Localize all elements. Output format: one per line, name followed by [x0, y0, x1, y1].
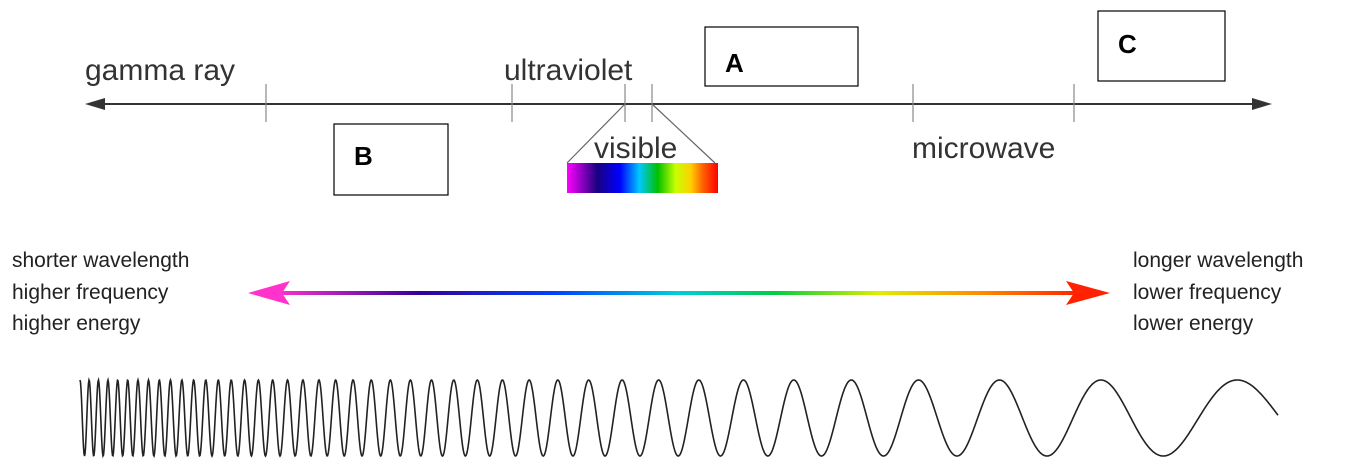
box-b-label: B: [354, 141, 373, 171]
box-a: [704, 26, 859, 87]
right-text: lower energy: [1133, 312, 1254, 335]
right-text: lower frequency: [1133, 281, 1282, 304]
visible-label: visible: [594, 132, 677, 165]
box-b: [333, 123, 449, 196]
microwave-label: microwave: [912, 132, 1055, 165]
box-c: [1097, 10, 1226, 82]
spectrum-axis: [85, 84, 1272, 122]
gradient-arrow: [248, 281, 1110, 305]
visible-zoom: [566, 103, 716, 164]
box-a-label: A: [725, 48, 744, 78]
wave: [79, 376, 1279, 459]
right-text: longer wavelength: [1133, 249, 1303, 272]
gamma-ray-label: gamma ray: [85, 54, 235, 87]
left-text: shorter wavelength: [12, 249, 189, 272]
visible-spectrum: [567, 163, 718, 193]
ultraviolet-label: ultraviolet: [504, 54, 633, 87]
left-text: higher frequency: [12, 281, 169, 304]
left-text: higher energy: [12, 312, 141, 335]
box-c-label: C: [1118, 29, 1137, 59]
